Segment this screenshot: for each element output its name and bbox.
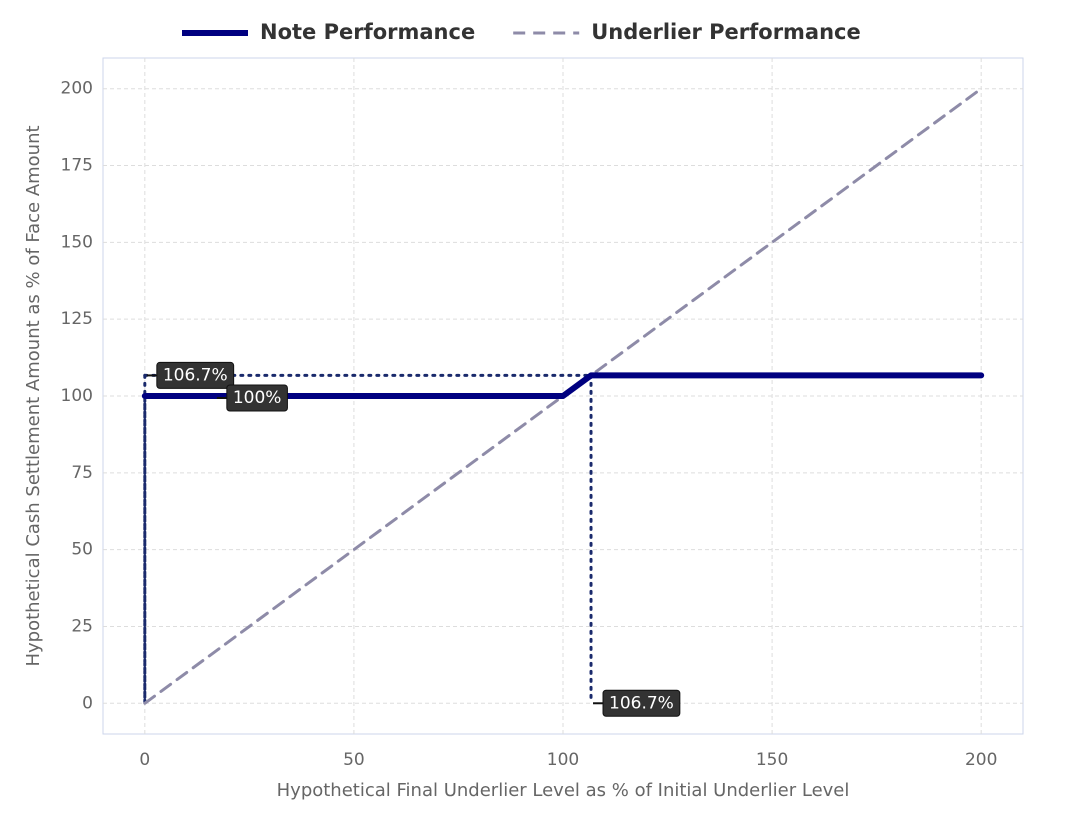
annotation-label: 106.7% [609,693,674,713]
series-line [141,372,985,399]
y-tick-label: 25 [71,616,93,636]
y-tick-label: 150 [61,232,93,252]
x-axis-title: Hypothetical Final Underlier Level as % … [277,780,850,801]
x-tick-label: 200 [965,750,997,770]
annotation: 106.7% [146,361,235,389]
y-axis-title: Hypothetical Cash Settlement Amount as %… [23,125,44,666]
legend-label: Underlier Performance [591,20,861,44]
legend-label: Note Performance [260,20,475,44]
y-tick-label: 0 [82,693,93,713]
y-tick-label: 100 [61,386,93,406]
x-tick-label: 0 [139,750,150,770]
y-tick-label: 200 [61,79,93,99]
y-tick-label: 175 [61,156,93,176]
annotation: 106.7% [593,689,681,717]
y-tick-label: 50 [71,540,93,560]
x-tick-label: 50 [343,750,365,770]
annotation-label: 100% [233,388,282,408]
annotation-label: 106.7% [163,365,228,385]
y-tick-label: 125 [61,309,93,329]
y-tick-label: 75 [71,463,93,483]
x-tick-label: 150 [756,750,788,770]
x-tick-label: 100 [547,750,579,770]
annotation: 100% [216,384,288,412]
